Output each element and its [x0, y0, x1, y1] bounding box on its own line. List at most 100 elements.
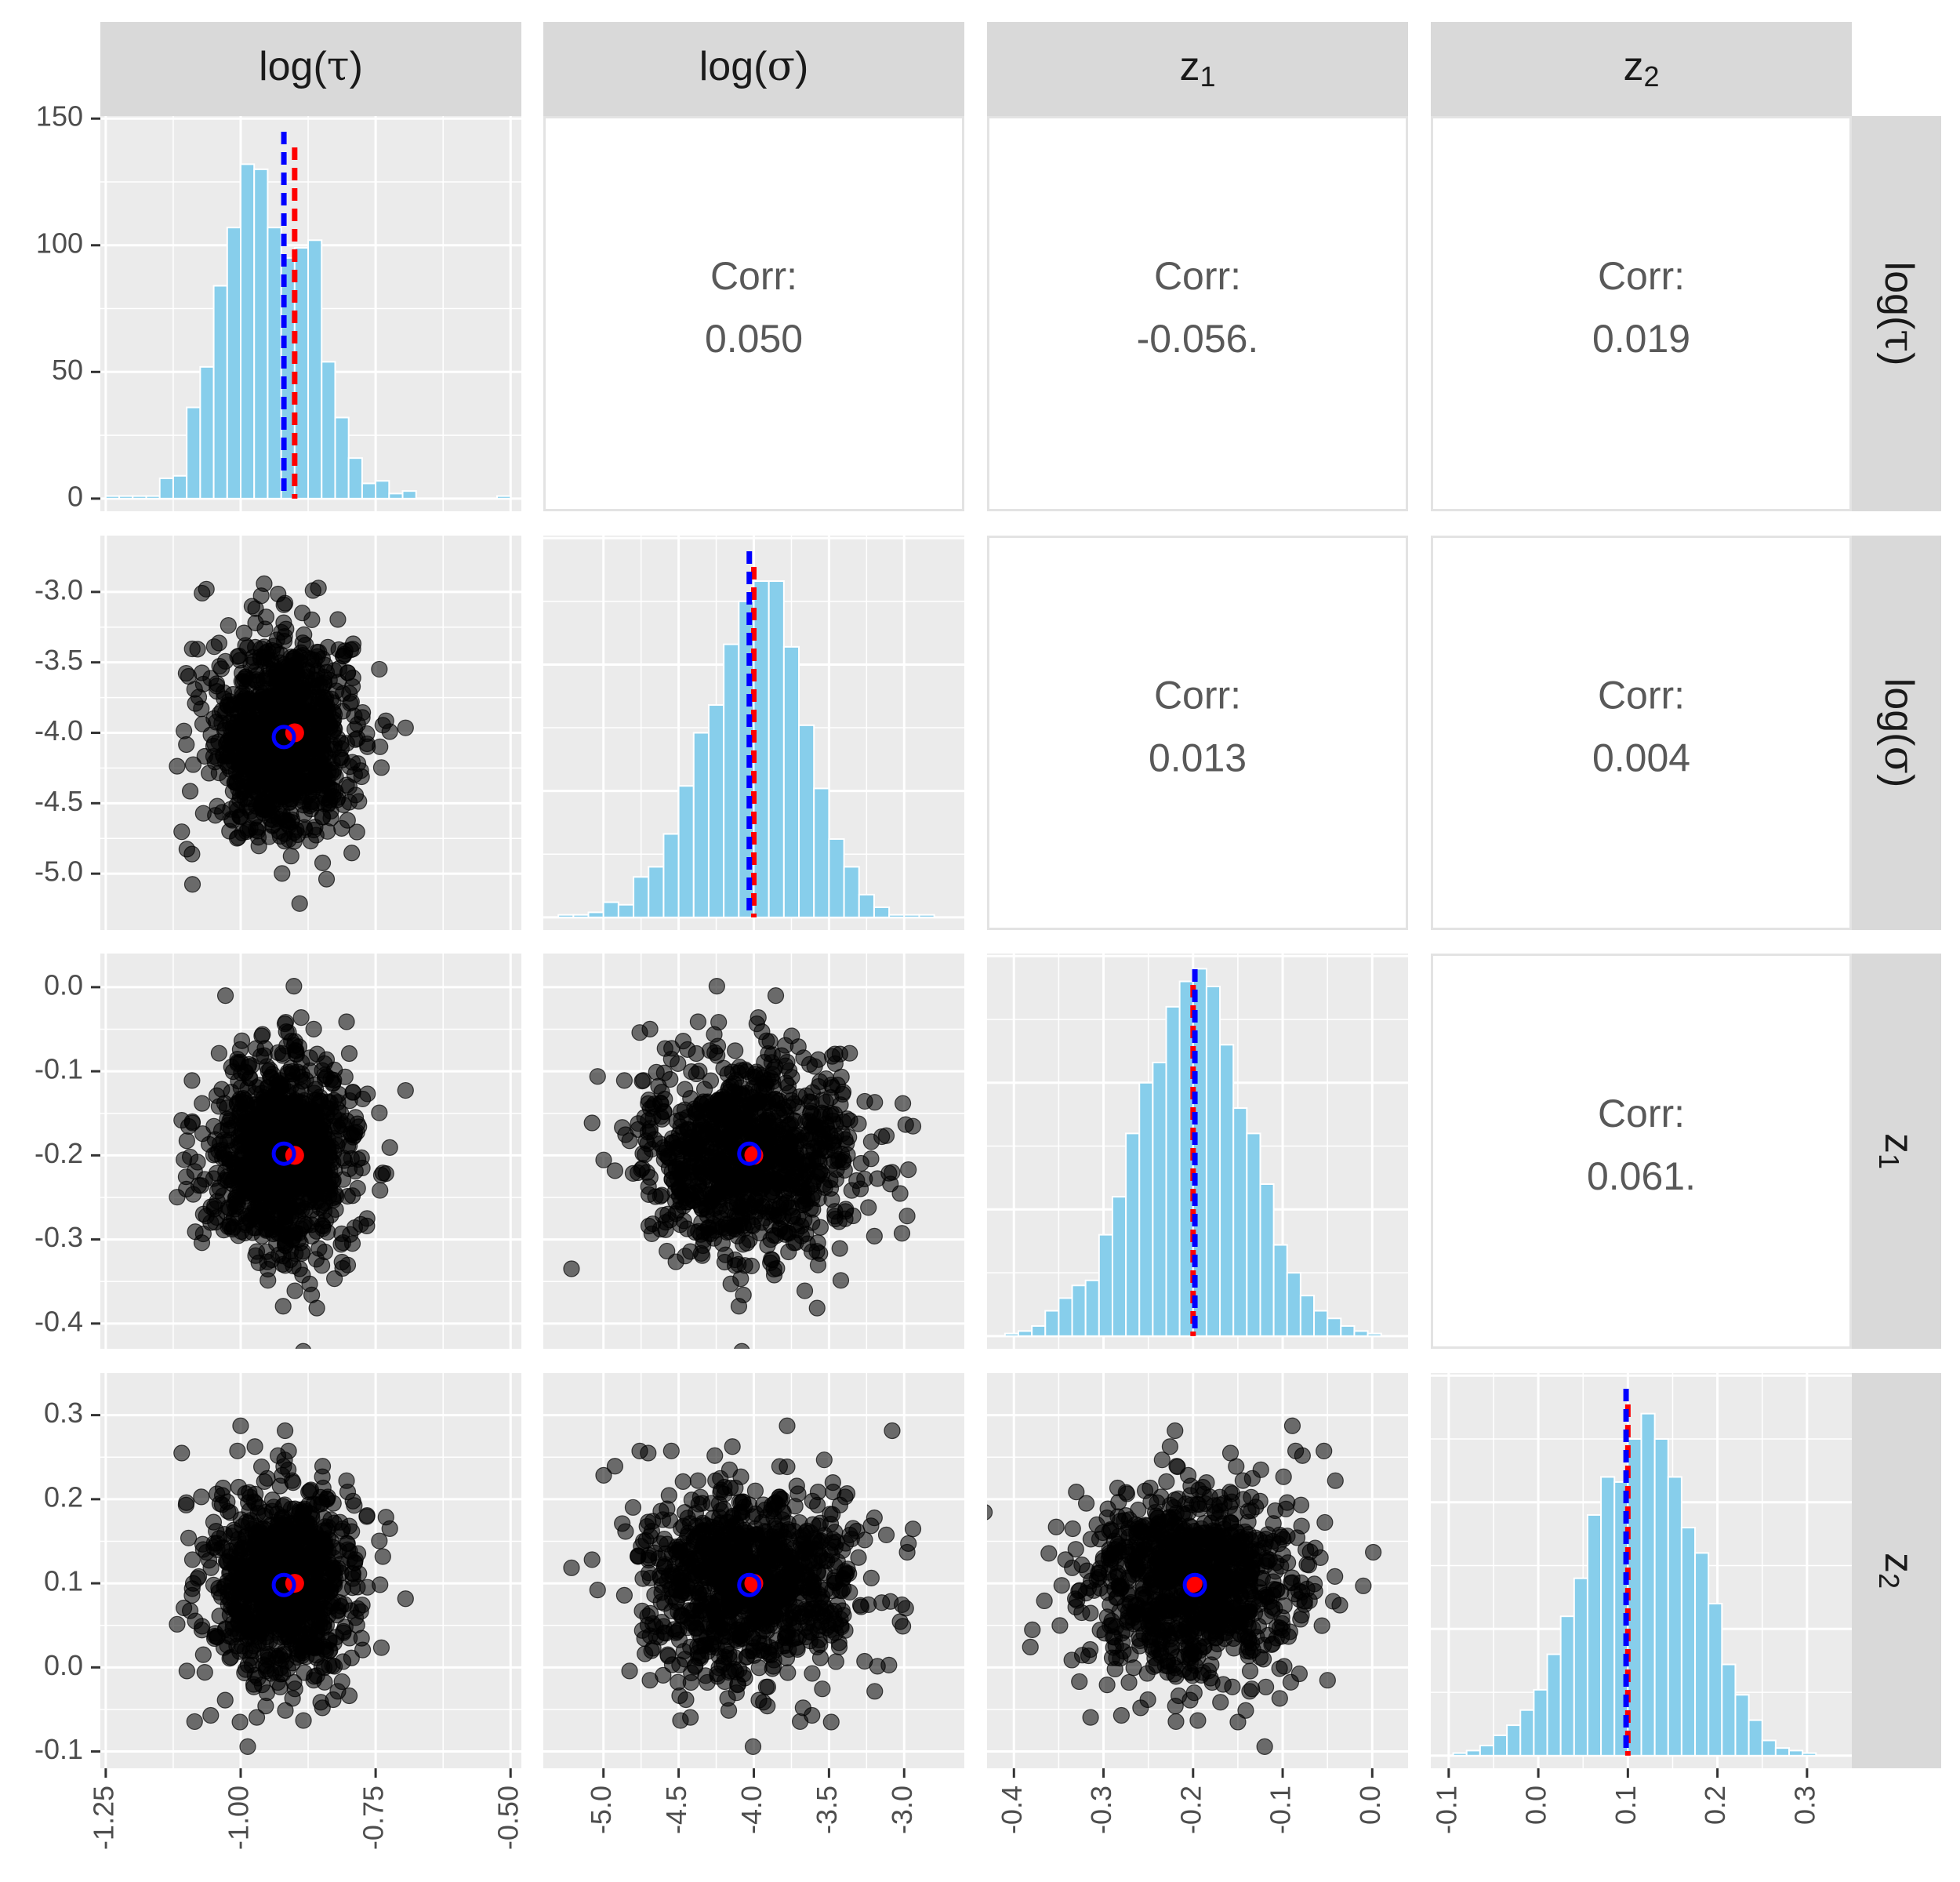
sample-point: [381, 723, 398, 740]
sample-point: [282, 813, 300, 830]
sample-point: [303, 1286, 321, 1303]
sample-point: [768, 1172, 785, 1189]
sample-point: [335, 1624, 352, 1641]
sample-point: [583, 1114, 601, 1132]
corr-label: Corr:: [1598, 254, 1685, 298]
sample-point: [589, 1068, 606, 1085]
estimate-point: [271, 1572, 296, 1597]
sample-point: [253, 1677, 270, 1694]
sample-point: [253, 748, 270, 765]
corr-panel-bg: [987, 536, 1408, 930]
sample-point: [652, 1593, 670, 1611]
sample-point: [223, 1109, 240, 1126]
sample-point: [314, 1531, 331, 1548]
sample-point: [397, 1590, 414, 1608]
sample-point: [303, 1227, 321, 1244]
sample-point: [265, 688, 282, 705]
sample-point: [830, 1150, 848, 1168]
sample-point: [184, 756, 202, 773]
sample-point: [231, 1713, 249, 1731]
sample-point: [808, 1496, 826, 1513]
sample-point: [343, 845, 361, 862]
hist-bar: [1246, 1132, 1261, 1337]
sample-point: [232, 1417, 249, 1434]
sample-point: [240, 692, 258, 710]
sample-point: [710, 1013, 728, 1031]
sample-point: [207, 807, 224, 824]
panel-3-0: [100, 1373, 521, 1801]
column-strips: log(τ) log(σ) z1 z2: [100, 22, 1852, 116]
sample-point: [325, 1658, 343, 1675]
hist-bar: [401, 490, 417, 500]
sample-point: [333, 1673, 350, 1691]
sample-point: [374, 1548, 391, 1565]
sample-point: [671, 1155, 688, 1173]
sample-point: [181, 1602, 199, 1619]
hist-bar: [1031, 1324, 1047, 1337]
hist-bar: [1004, 1332, 1019, 1337]
panel-1-1: [543, 536, 964, 930]
sample-point: [891, 1185, 909, 1202]
sample-point: [240, 1514, 258, 1532]
sample-point: [900, 1161, 917, 1179]
hist-bar: [388, 492, 404, 500]
sample-point: [201, 765, 218, 782]
sample-point: [824, 1474, 841, 1491]
sample-point: [358, 1210, 376, 1227]
sample-point: [563, 1559, 580, 1576]
hist-bar: [798, 724, 815, 918]
sample-point: [176, 722, 193, 739]
sample-point: [229, 1442, 246, 1459]
hist-bar: [572, 914, 590, 918]
hist-bar: [496, 495, 512, 500]
sample-point: [793, 1227, 811, 1244]
sample-point: [866, 1227, 883, 1244]
corr-value: 0.013: [1149, 736, 1247, 780]
sample-point: [664, 1134, 681, 1151]
sample-point: [792, 1163, 809, 1180]
sample-point: [777, 1226, 794, 1243]
sample-point: [322, 1100, 339, 1117]
corr-panel-bg: [1431, 954, 1852, 1349]
sample-point: [260, 642, 277, 660]
sample-point: [305, 1672, 322, 1689]
sample-point: [335, 796, 352, 813]
sample-point: [757, 1209, 775, 1226]
scatter-points: [169, 1417, 414, 1801]
sample-point: [207, 1625, 224, 1642]
sample-point: [180, 1529, 198, 1546]
sample-point: [677, 1248, 694, 1265]
sample-point: [314, 650, 331, 667]
sample-point: [253, 1127, 270, 1144]
sample-point: [832, 1272, 850, 1289]
sample-point: [314, 1136, 331, 1154]
hist-bar: [1272, 1244, 1288, 1337]
sample-point: [340, 1687, 358, 1705]
sample-point: [183, 1072, 201, 1089]
sample-point: [767, 986, 785, 1005]
sample-point: [344, 1570, 361, 1587]
sample-point: [706, 1106, 724, 1123]
sample-point: [815, 1451, 833, 1469]
hist-bar: [1313, 1310, 1329, 1337]
sample-point: [897, 1116, 914, 1133]
panel-1-3: Corr:0.004: [1431, 536, 1852, 930]
sample-point: [183, 876, 201, 893]
sample-point: [313, 757, 330, 774]
sample-point: [381, 1520, 398, 1538]
sample-point: [205, 638, 223, 656]
sample-point: [311, 1786, 327, 1801]
hist-bar: [199, 365, 215, 500]
sample-point: [314, 1218, 332, 1235]
sample-point: [359, 1579, 376, 1596]
sample-point: [371, 1532, 388, 1550]
sample-point: [794, 1699, 811, 1717]
hist-bar: [1017, 1330, 1033, 1337]
sample-point: [178, 841, 195, 858]
sample-point: [246, 1438, 263, 1455]
sample-point: [804, 1665, 821, 1682]
sample-point: [234, 824, 251, 841]
sample-point: [638, 1164, 655, 1181]
sample-point: [720, 1127, 737, 1144]
